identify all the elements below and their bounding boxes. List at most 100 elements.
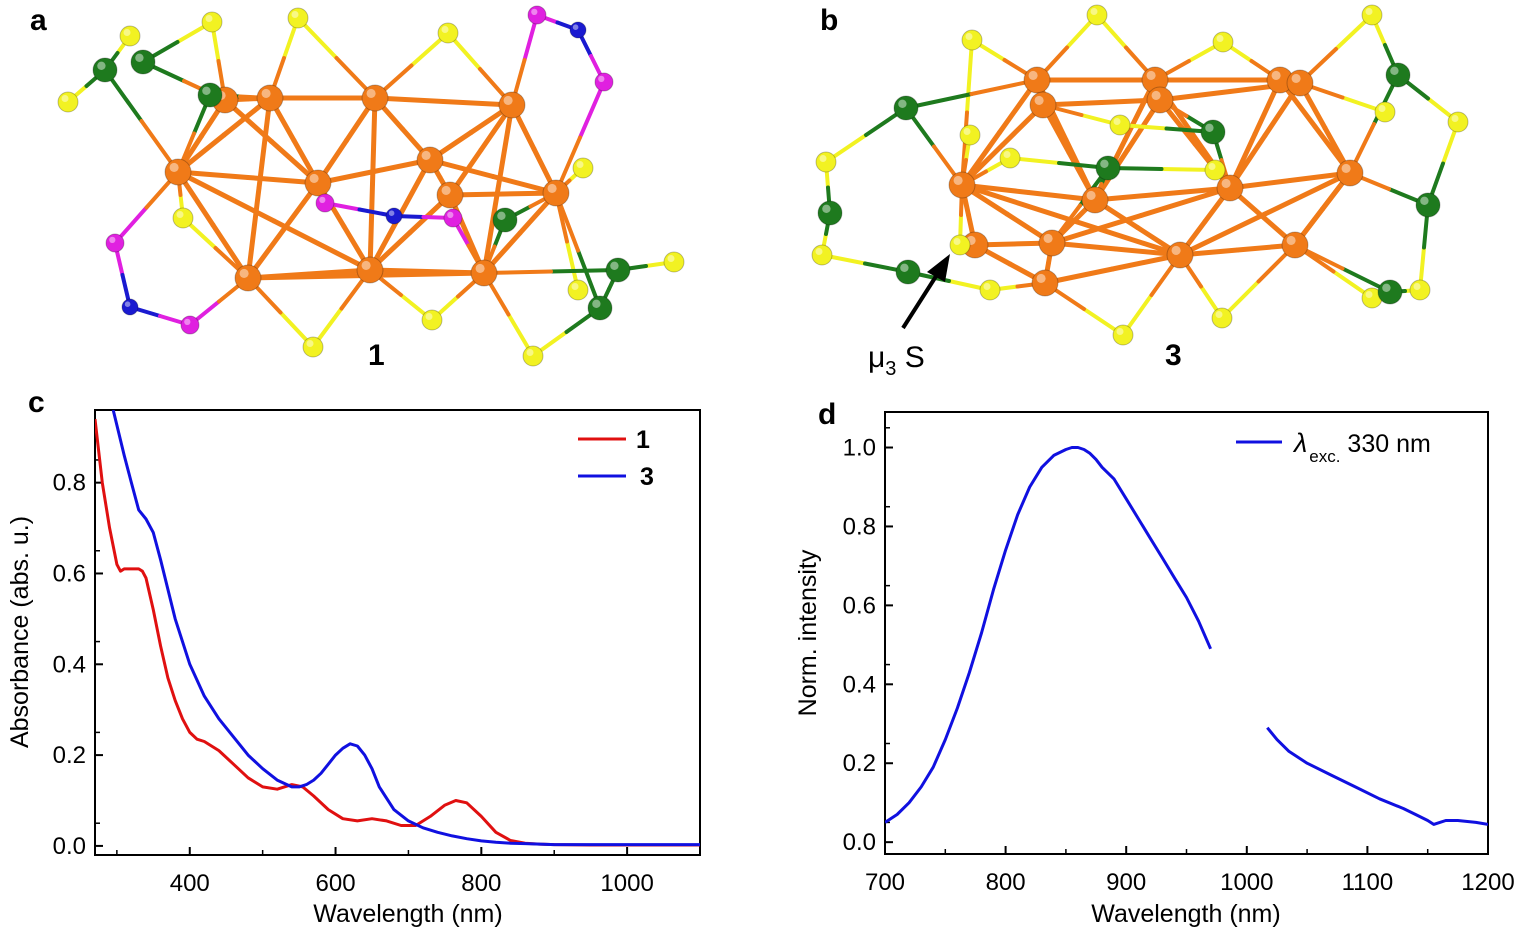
panel-letter-c: c (28, 386, 45, 419)
atom-highlight (309, 173, 319, 183)
atom-sulfur (815, 151, 837, 173)
atom-phosphorus (197, 82, 223, 108)
atom-highlight (531, 8, 538, 16)
legend-label-3: 3 (640, 463, 654, 491)
legend-label-emission: λ exc. 330 nm (1292, 428, 1431, 466)
atom-sulfur (119, 25, 141, 47)
atom-copper (1146, 86, 1174, 114)
atom-highlight (205, 15, 213, 22)
x-tick-label: 1000 (600, 870, 653, 897)
atom-phosphorus (492, 207, 518, 233)
atom-linker (594, 72, 614, 92)
atom-sulfur (961, 29, 983, 51)
atom-highlight (361, 260, 371, 271)
bond (1262, 170, 1353, 217)
atom-highlight (1003, 151, 1011, 158)
atom-copper (234, 264, 262, 292)
atom-highlight (571, 283, 579, 290)
y-tick-label: 0.2 (843, 750, 876, 777)
atom-sulfur (437, 22, 459, 44)
y-axis-title-c: Absorbance (abs. u.) (6, 516, 34, 748)
atom-highlight (1086, 190, 1096, 200)
x-tick-label: 1000 (1220, 869, 1273, 896)
atom-phosphorus (1385, 62, 1411, 88)
atom-highlight (983, 283, 991, 290)
atom-highlight (169, 162, 179, 172)
bond (1068, 217, 1183, 258)
atom-highlight (1451, 115, 1459, 122)
x-tick-label: 800 (461, 870, 501, 897)
atom-sulfur (979, 279, 1001, 301)
series-line--exc-330-nm (1266, 726, 1488, 826)
atom-highlight (1116, 328, 1124, 335)
atom-highlight (202, 86, 211, 96)
atom-linker (443, 208, 463, 228)
atom-nitrogen (569, 21, 587, 39)
x-tick-label: 400 (170, 870, 210, 897)
atom-sulfur (172, 207, 194, 229)
atom-highlight (1205, 123, 1214, 132)
atom-highlight (1100, 159, 1109, 168)
atom-sulfur (57, 91, 79, 113)
atom-highlight (1034, 95, 1044, 105)
atom-highlight (1043, 233, 1053, 243)
bond (175, 169, 277, 224)
atom-nitrogen (121, 298, 139, 316)
atom-copper (1166, 241, 1194, 269)
panel-letter-a: a (30, 4, 47, 37)
x-axis-title-c: Wavelength (nm) (313, 900, 502, 928)
x-tick-label: 600 (316, 870, 356, 897)
atom-highlight (239, 268, 249, 279)
atom-highlight (497, 211, 506, 220)
atom-phosphorus (1415, 192, 1441, 218)
series-line-3 (111, 410, 700, 847)
atom-copper (1216, 174, 1244, 202)
atom-sulfur (1409, 279, 1431, 301)
atom-highlight (1028, 70, 1038, 80)
atom-phosphorus (130, 49, 156, 75)
atoms (57, 5, 685, 367)
atom-copper (361, 84, 389, 112)
atom-sulfur (1109, 114, 1131, 136)
atom-highlight (1216, 35, 1224, 42)
atom-highlight (447, 211, 454, 219)
atom-highlight (576, 161, 584, 168)
atom-highlight (1291, 73, 1301, 83)
atom-highlight (124, 301, 131, 308)
atom-sulfur (572, 157, 594, 179)
atom-phosphorus (893, 95, 919, 121)
y-tick-label: 0.6 (53, 560, 86, 587)
atom-copper (1286, 69, 1314, 97)
atom-highlight (61, 95, 69, 102)
y-tick-label: 0.8 (843, 513, 876, 540)
mu3-s-label: μ3 S (868, 341, 925, 380)
atom-highlight (963, 128, 971, 135)
atom-highlight (1221, 178, 1231, 188)
bond (370, 95, 378, 187)
atom-copper (1031, 269, 1059, 297)
atom-sulfur (1447, 111, 1469, 133)
atom-highlight (306, 340, 314, 347)
y-tick-label: 0.2 (53, 742, 86, 769)
atom-highlight (1378, 105, 1386, 112)
legend-d: λ exc. 330 nm (1236, 428, 1431, 466)
y-tick-label: 0.0 (843, 829, 876, 856)
atom-highlight (184, 318, 191, 325)
bond (1177, 211, 1268, 258)
atom-highlight (667, 255, 675, 262)
x-tick-label: 800 (986, 869, 1026, 896)
atom-highlight (1208, 163, 1216, 170)
atom-highlight (1151, 90, 1161, 100)
atom-highlight (475, 263, 485, 274)
atom-phosphorus (817, 200, 843, 226)
mu3-s-arrow (901, 254, 950, 330)
atom-phosphorus (1377, 279, 1403, 305)
atom-highlight (425, 313, 433, 320)
atom-linker (315, 193, 335, 213)
absorbance-chart: 400 600 800 1000 0.0 0.2 0.4 0.6 0.8 Wavelength … (6, 409, 701, 928)
compound-label-3: 3 (1165, 339, 1182, 372)
atom-highlight (1390, 66, 1399, 76)
atom-highlight (97, 61, 106, 70)
y-tick-label: 0.0 (53, 833, 86, 860)
x-tick-label: 700 (865, 869, 905, 896)
